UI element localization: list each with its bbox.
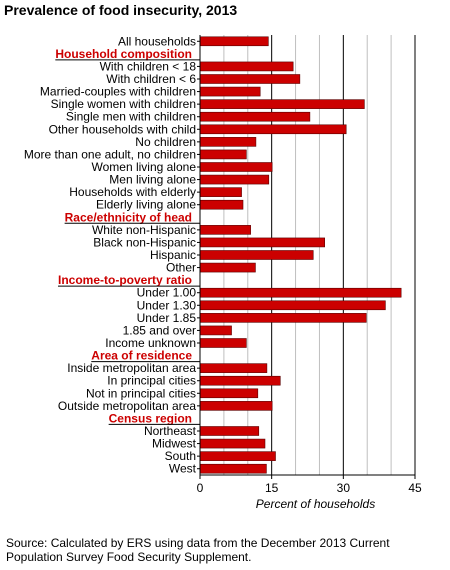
category-label: All households (118, 34, 196, 48)
bar (199, 388, 259, 399)
category-label: In principal cities (107, 374, 196, 388)
category-label: Under 1.30 (137, 298, 197, 312)
category-label: Outside metropolitan area (58, 399, 196, 413)
x-tick-label: 30 (337, 481, 351, 495)
chart-title: Prevalence of food insecurity, 2013 (4, 2, 238, 18)
category-label: More than one adult, no children (24, 147, 196, 161)
group-heading: Area of residence (91, 349, 192, 363)
category-label: Single women with children (51, 97, 196, 111)
bar (199, 174, 270, 185)
bar (199, 187, 242, 197)
category-label: South (165, 449, 196, 463)
category-label: Under 1.00 (137, 286, 197, 300)
group-heading: Race/ethnicity of head (65, 210, 192, 224)
category-label: Under 1.85 (137, 311, 197, 325)
x-tick-label: 45 (408, 481, 422, 495)
category-label: Men living alone (109, 173, 196, 187)
category-label: Inside metropolitan area (67, 361, 196, 375)
category-label: Single men with children (66, 110, 196, 124)
bar (199, 300, 386, 311)
bar (199, 313, 367, 323)
category-label: Income unknown (105, 336, 196, 350)
category-label: Hispanic (150, 248, 196, 262)
category-label: Other households with child (49, 122, 196, 136)
category-label: No children (135, 135, 196, 149)
bar (199, 36, 269, 47)
bar (199, 451, 276, 461)
bar (199, 262, 256, 273)
category-label: Married-couples with children (40, 85, 196, 99)
category-label: Other (166, 261, 196, 275)
x-axis-title: Percent of households (256, 497, 375, 511)
category-label: White non-Hispanic (92, 223, 196, 237)
bar (199, 149, 247, 160)
category-label: Midwest (152, 437, 197, 451)
bar (199, 199, 244, 210)
bar (199, 426, 260, 436)
source-note: Source: Calculated by ERS using data fro… (6, 536, 390, 564)
bar (199, 463, 267, 474)
group-heading: Household composition (55, 47, 192, 61)
x-tick-label: 0 (197, 481, 204, 495)
bar (199, 74, 301, 84)
bar (199, 401, 273, 411)
bar (199, 375, 281, 386)
bar (199, 225, 251, 235)
x-tick-label: 15 (265, 481, 279, 495)
bar (199, 86, 261, 97)
category-label: Northeast (144, 424, 197, 438)
bar (199, 111, 311, 122)
bar (199, 338, 247, 348)
bar (199, 287, 402, 298)
group-heading: Income-to-poverty ratio (58, 273, 192, 287)
category-label: With children < 6 (106, 72, 196, 86)
bar (199, 99, 365, 109)
bar (199, 325, 232, 336)
category-label: Black non-Hispanic (93, 235, 196, 249)
category-label: Not in principal cities (86, 386, 196, 400)
bar (199, 250, 314, 260)
category-label: With children < 18 (100, 59, 197, 73)
bar (199, 162, 273, 172)
category-label: Households with elderly (69, 185, 196, 199)
bar (199, 137, 257, 147)
bar (199, 124, 347, 135)
bar (199, 363, 268, 373)
category-label: Elderly living alone (96, 198, 196, 212)
bar (199, 438, 266, 449)
bar (199, 61, 294, 72)
category-label: 1.85 and over (123, 323, 196, 337)
category-label: West (169, 462, 197, 476)
group-heading: Census region (109, 411, 192, 425)
category-label: Women living alone (91, 160, 196, 174)
bar (199, 237, 325, 248)
